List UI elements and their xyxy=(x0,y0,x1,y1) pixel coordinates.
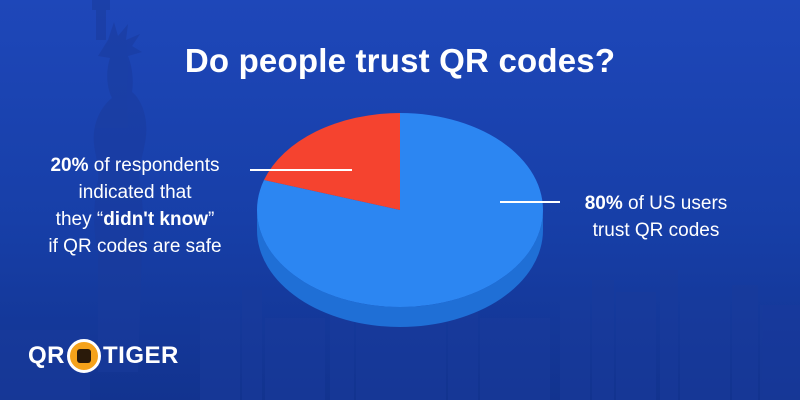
trust-line2: trust QR codes xyxy=(592,220,720,241)
chart-title: Do people trust QR codes? xyxy=(184,42,616,79)
trust-line1: of US users xyxy=(622,193,728,214)
logo-text-qr: QR xyxy=(28,342,65,369)
qr-tiger-logo: QR TIGER xyxy=(28,338,179,374)
label-dont-know: 20% of respondents indicated that they “… xyxy=(20,152,250,260)
dont-know-line4: if QR codes are safe xyxy=(48,236,222,257)
dont-know-line1: of respondents xyxy=(88,155,220,176)
tiger-face-icon xyxy=(67,339,101,373)
trust-percent: 80% xyxy=(584,193,623,214)
dont-know-line3-post: ” xyxy=(207,209,215,230)
dont-know-line2: indicated that xyxy=(78,182,192,203)
dont-know-percent: 20% xyxy=(50,155,89,176)
pie-side-trust xyxy=(257,210,543,327)
dont-know-line3-bold: didn't know xyxy=(103,209,208,230)
dont-know-line3-pre: they “ xyxy=(55,209,104,230)
pie-slice-dont-know xyxy=(263,113,400,210)
pie-slice-trust xyxy=(257,113,544,307)
label-trust: 80% of US users trust QR codes xyxy=(556,190,756,244)
logo-text-tiger: TIGER xyxy=(103,342,179,369)
